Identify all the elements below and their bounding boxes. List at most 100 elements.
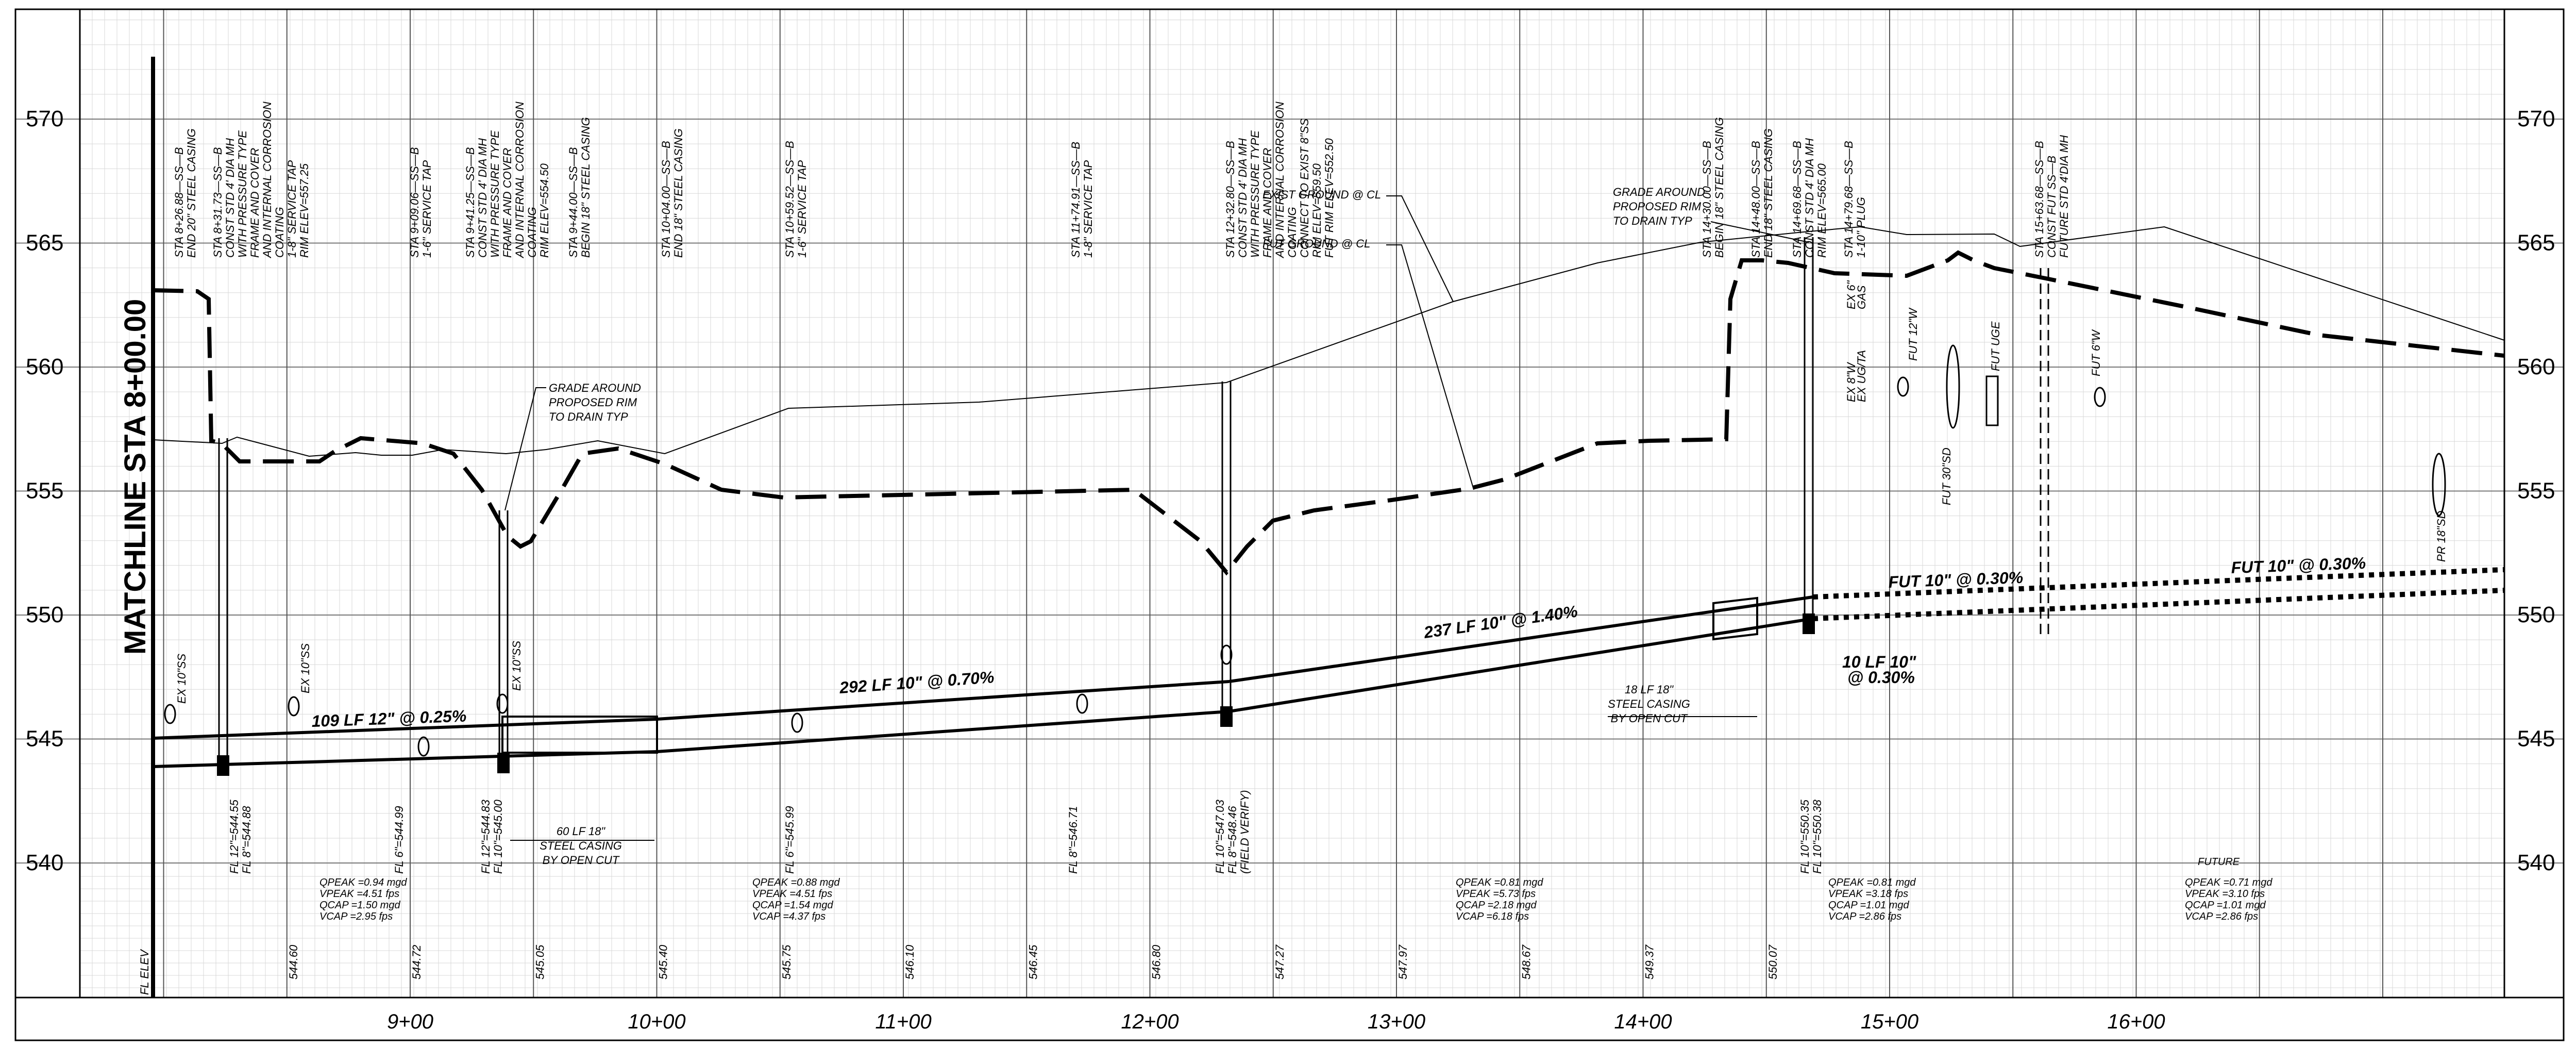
station-note-line: STA 14+30.00—SS—B bbox=[1701, 141, 1713, 258]
flowline-label: FL 6"=545.99 bbox=[783, 806, 796, 874]
hydraulic-value: VCAP =2.86 fps bbox=[2185, 911, 2258, 922]
station-note-line: STA 8+31.73—SS—B bbox=[211, 147, 224, 258]
hydraulic-value: QPEAK =0.81 mgd bbox=[1828, 877, 1916, 888]
flowline-label: FL 10"=545.00 bbox=[492, 799, 504, 874]
station-note-line: CONST STD 4' DIA MH bbox=[476, 138, 489, 258]
station-note-line: 1-6" SERVICE TAP bbox=[796, 160, 809, 258]
station-label: 9+00 bbox=[387, 1010, 433, 1033]
grade-callout-line: GRADE AROUND bbox=[1613, 186, 1705, 198]
station-label: 12+00 bbox=[1121, 1010, 1178, 1033]
station-note-line: WITH PRESSURE TYPE bbox=[236, 130, 249, 258]
station-note-line: STA 15+63.68—SS—B bbox=[2033, 141, 2046, 258]
station-label: 16+00 bbox=[2107, 1010, 2165, 1033]
casing-callout-line: BY OPEN CUT bbox=[543, 854, 620, 867]
elevation-label-left: 555 bbox=[26, 478, 63, 504]
station-note-line: FUTURE STD 4'DIA MH bbox=[2058, 135, 2070, 258]
station-note-line: 1-8" SERVICE TAP bbox=[285, 160, 298, 258]
station-notes: STA 8+26.88—SS—B END 20" STEEL CASING STA … bbox=[173, 102, 2070, 259]
hydraulic-value: QCAP =1.50 mgd bbox=[319, 900, 400, 911]
station-note-line: STA 8+26.88—SS—B bbox=[173, 147, 186, 258]
hydraulic-value: QCAP =1.01 mgd bbox=[2185, 900, 2266, 911]
fl-elevation-value: 545.05 bbox=[533, 944, 546, 979]
elevation-label-right: 540 bbox=[2517, 850, 2555, 875]
station-note-line: COATING bbox=[526, 207, 538, 258]
pipe-slope-label: @ 0.30% bbox=[1847, 668, 1915, 687]
fl-elev-label: FL ELEV bbox=[138, 949, 151, 995]
utility-label: EX 8"W bbox=[1845, 361, 1858, 402]
elevation-label-left: 550 bbox=[26, 602, 63, 627]
fl-elevation-value: 544.72 bbox=[410, 945, 423, 979]
station-note-line: AND INTERNAL CORROSION bbox=[513, 102, 526, 259]
utility-label: GAS bbox=[1855, 285, 1868, 309]
station-note-line: CONST STD 4' DIA MH bbox=[1803, 138, 1816, 258]
elevation-label-right: 555 bbox=[2517, 478, 2555, 504]
hydraulic-value: QPEAK =0.81 mgd bbox=[1456, 877, 1543, 888]
fl-elevation-value: 544.60 bbox=[287, 944, 300, 979]
station-note-line: STA 11+74.91—SS—B bbox=[1069, 142, 1082, 258]
fl-elevation-value: 548.67 bbox=[1520, 944, 1533, 979]
station-note-line: RIM ELEV=557.25 bbox=[298, 163, 311, 258]
station-note-line: RIM ELEV=554.50 bbox=[538, 163, 551, 258]
station-note-line: WITH PRESSURE TYPE bbox=[489, 130, 501, 258]
station-note-line: RIM ELEV=559.50 bbox=[1310, 163, 1323, 258]
station-note-line: CONNECT TO EXIST 8"SS bbox=[1298, 118, 1311, 258]
grade-callout-line: TO DRAIN TYP bbox=[1613, 214, 1692, 227]
fl-elevation-value: 546.45 bbox=[1026, 944, 1039, 979]
fl-elevation-value: 550.07 bbox=[1766, 944, 1779, 979]
station-note-line: END 18" STEEL CASING bbox=[1762, 128, 1775, 258]
sheet-frame bbox=[14, 8, 2565, 1041]
station-note-line: STA 10+59.52—SS—B bbox=[783, 141, 796, 258]
casing-callout-line: STEEL CASING bbox=[540, 839, 622, 852]
elevation-label-left: 560 bbox=[26, 354, 63, 379]
station-note-line: STA 12+32.80—SS—B bbox=[1224, 141, 1237, 258]
flowline-labels: FL 12"=544.55 FL 8"=544.88 FL 6"=544.99 FL … bbox=[228, 790, 1824, 874]
station-note-line: COATING bbox=[273, 207, 286, 258]
utility-label: FUT 6"W bbox=[2090, 329, 2102, 376]
casing-callout-line: BY OPEN CUT bbox=[1611, 712, 1688, 725]
hydraulic-value: VPEAK =3.18 fps bbox=[1828, 888, 1908, 900]
flowline-label: FL 10"=547.03 bbox=[1214, 799, 1226, 874]
grade-callout-line: PROPOSED RIM bbox=[1613, 200, 1702, 213]
station-label: 11+00 bbox=[875, 1010, 931, 1033]
grade-callout-line: TO DRAIN TYP bbox=[549, 410, 628, 423]
station-note-line: END 18" STEEL CASING bbox=[672, 128, 685, 258]
station-note-line: BEGIN 18" STEEL CASING bbox=[579, 117, 592, 258]
utility-label: FUT 30"SD bbox=[1940, 447, 1953, 505]
casing-callout-line: 18 LF 18" bbox=[1625, 683, 1674, 696]
station-note-line: COATING bbox=[1286, 207, 1299, 258]
elevation-label-left: 545 bbox=[26, 726, 63, 752]
fl-elevation-value: 549.37 bbox=[1643, 944, 1656, 979]
hydraulic-value: VCAP =6.18 fps bbox=[1456, 911, 1529, 922]
station-note-line: FUT RIM ELEV=552.50 bbox=[1323, 138, 1336, 258]
flowline-label: FL 8"=548.46 bbox=[1226, 806, 1239, 874]
drawing-labels: 570 570 565 565 560 560 555 555 550 550 545 545 540 5… bbox=[26, 102, 2555, 1033]
fut-ground-callout: FUT GROUND @ CL bbox=[1262, 237, 1370, 250]
station-label: 13+00 bbox=[1368, 1010, 1425, 1033]
flowline-label: FL 8"=544.88 bbox=[240, 806, 253, 874]
fl-elevation-value: 546.10 bbox=[903, 944, 916, 979]
station-note-line: STA 14+69.68—SS—B bbox=[1791, 141, 1804, 258]
hydraulic-value: VPEAK =3.10 fps bbox=[2185, 888, 2265, 900]
station-label: 10+00 bbox=[628, 1010, 685, 1033]
hydraulic-value: VCAP =4.37 fps bbox=[752, 911, 826, 922]
utility-label: FUT UGE bbox=[1989, 321, 2002, 371]
station-note-line: STA 9+41.25—SS—B bbox=[464, 147, 477, 258]
utility-label: EX 10"SS bbox=[510, 641, 523, 691]
utility-label: EX 10"SS bbox=[299, 643, 312, 693]
station-note-line: FRAME AND COVER bbox=[248, 148, 261, 258]
hydraulic-value: QCAP =2.18 mgd bbox=[1456, 900, 1537, 911]
station-note-line: STA 14+79.68—SS—B bbox=[1842, 141, 1855, 258]
station-note-line: CONST FUT SS—B bbox=[2045, 156, 2058, 258]
hydraulic-value: VPEAK =5.73 fps bbox=[1456, 888, 1536, 900]
pipe-slope-label: 10 LF 10" bbox=[1842, 653, 1916, 671]
future-label: FUTURE bbox=[2198, 856, 2240, 868]
station-note-line: AND INTERNAL CORROSION bbox=[261, 102, 274, 259]
station-label: 14+00 bbox=[1614, 1010, 1672, 1033]
utility-label: PR 18"SD bbox=[2435, 510, 2448, 562]
station-note-line: BEGIN 18" STEEL CASING bbox=[1713, 117, 1726, 258]
elevation-label-right: 545 bbox=[2517, 726, 2555, 752]
station-note-line: RIM ELEV=565.00 bbox=[1815, 163, 1828, 258]
grade-callout-line: GRADE AROUND bbox=[549, 381, 641, 394]
